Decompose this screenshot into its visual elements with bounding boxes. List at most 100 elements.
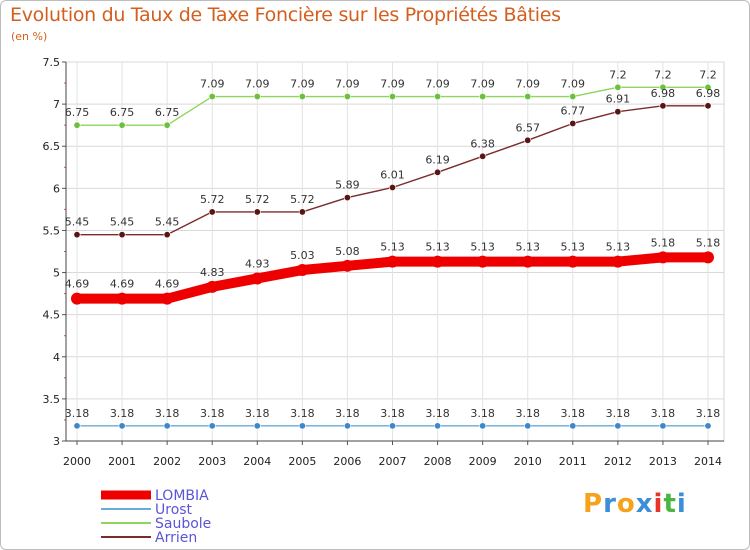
data-label-saubole: 7.09	[245, 78, 270, 91]
data-point-lombia	[566, 255, 579, 268]
data-label-urost: 3.18	[155, 407, 180, 420]
x-tick-label: 2008	[424, 455, 452, 468]
series-group	[71, 83, 714, 430]
data-point-lombia	[521, 255, 534, 268]
data-point-urost	[163, 422, 171, 430]
data-label-lombia: 5.13	[425, 241, 450, 254]
data-label-saubole: 6.75	[110, 106, 135, 119]
data-point-arrien	[118, 231, 126, 239]
data-label-lombia: 5.13	[515, 241, 540, 254]
data-label-arrien: 5.72	[245, 193, 270, 206]
data-label-arrien: 6.77	[561, 104, 586, 117]
data-point-arrien	[298, 208, 306, 216]
data-point-saubole	[388, 93, 396, 101]
data-label-arrien: 5.72	[200, 193, 225, 206]
data-label-urost: 3.18	[380, 407, 405, 420]
data-point-arrien	[704, 102, 712, 110]
data-label-urost: 3.18	[696, 407, 721, 420]
data-label-saubole: 7.09	[200, 78, 225, 91]
x-tick-label: 2001	[108, 455, 136, 468]
data-label-urost: 3.18	[245, 407, 270, 420]
data-label-lombia: 4.93	[245, 257, 270, 270]
data-label-saubole: 7.09	[561, 78, 586, 91]
data-label-saubole: 7.09	[335, 78, 360, 91]
data-point-arrien	[388, 183, 396, 191]
data-point-saubole	[208, 93, 216, 101]
data-point-urost	[253, 422, 261, 430]
plot-area	[65, 61, 725, 442]
data-label-urost: 3.18	[515, 407, 540, 420]
data-label-lombia: 5.18	[651, 236, 676, 249]
data-label-lombia: 5.13	[470, 241, 495, 254]
data-point-urost	[388, 422, 396, 430]
data-label-arrien: 6.98	[651, 87, 676, 100]
data-point-lombia	[116, 292, 129, 305]
data-point-lombia	[296, 264, 309, 277]
data-point-arrien	[434, 168, 442, 176]
data-label-lombia: 5.08	[335, 245, 360, 258]
legend-label-arrien: Arrien	[155, 530, 197, 546]
x-tick-label: 2011	[559, 455, 587, 468]
data-label-saubole: 7.09	[515, 78, 540, 91]
data-point-arrien	[73, 231, 81, 239]
data-label-urost: 3.18	[470, 407, 495, 420]
x-tick-label: 2002	[153, 455, 181, 468]
y-tick-label: 5.5	[43, 224, 61, 237]
data-label-lombia: 5.13	[380, 241, 405, 254]
data-point-saubole	[479, 93, 487, 101]
data-point-lombia	[476, 255, 489, 268]
data-label-lombia: 4.69	[110, 278, 135, 291]
data-label-lombia: 5.13	[606, 241, 631, 254]
data-label-urost: 3.18	[606, 407, 631, 420]
data-point-urost	[208, 422, 216, 430]
data-point-lombia	[251, 272, 264, 285]
data-point-saubole	[659, 83, 667, 91]
data-label-urost: 3.18	[290, 407, 315, 420]
x-tick-label: 2009	[469, 455, 497, 468]
data-point-urost	[659, 422, 667, 430]
data-point-saubole	[298, 93, 306, 101]
data-point-saubole	[524, 93, 532, 101]
legend-label-urost: Urost	[155, 502, 193, 518]
data-label-lombia: 5.13	[561, 241, 586, 254]
x-tick-label: 2010	[514, 455, 542, 468]
data-label-saubole: 7.2	[654, 68, 672, 81]
data-point-saubole	[343, 93, 351, 101]
data-point-lombia	[71, 292, 83, 305]
data-label-lombia: 5.03	[290, 249, 315, 262]
data-label-lombia: 4.69	[65, 278, 90, 291]
data-point-arrien	[163, 231, 171, 239]
data-point-arrien	[343, 194, 351, 202]
data-label-arrien: 6.91	[606, 93, 631, 106]
data-label-saubole: 7.09	[290, 78, 315, 91]
data-point-saubole	[434, 93, 442, 101]
y-tick-label: 3	[53, 435, 60, 448]
data-point-saubole	[253, 93, 261, 101]
data-label-lombia: 4.83	[200, 266, 225, 279]
data-point-urost	[298, 422, 306, 430]
proxiti-logo: Proxiti	[583, 489, 687, 519]
data-label-arrien: 5.45	[155, 216, 180, 229]
data-label-saubole: 7.2	[609, 68, 627, 81]
data-point-urost	[73, 422, 81, 430]
y-tick-label: 4	[53, 351, 60, 364]
data-label-arrien: 5.45	[110, 216, 135, 229]
data-point-arrien	[479, 152, 487, 160]
x-tick-label: 2012	[604, 455, 632, 468]
chart-title: Evolution du Taux de Taxe Foncière sur l…	[10, 4, 561, 26]
data-point-arrien	[208, 208, 216, 216]
data-label-lombia: 4.69	[155, 278, 180, 291]
data-point-lombia	[161, 292, 174, 305]
data-label-arrien: 5.45	[65, 216, 90, 229]
legend-label-saubole: Saubole	[155, 516, 211, 532]
y-tick-label: 5	[53, 267, 60, 280]
data-label-urost: 3.18	[200, 407, 225, 420]
y-axis-unit-label: (en %)	[11, 30, 48, 43]
y-tick-label: 7.5	[43, 56, 61, 69]
data-point-arrien	[659, 102, 667, 110]
data-point-lombia	[386, 255, 399, 268]
data-label-urost: 3.18	[110, 407, 135, 420]
